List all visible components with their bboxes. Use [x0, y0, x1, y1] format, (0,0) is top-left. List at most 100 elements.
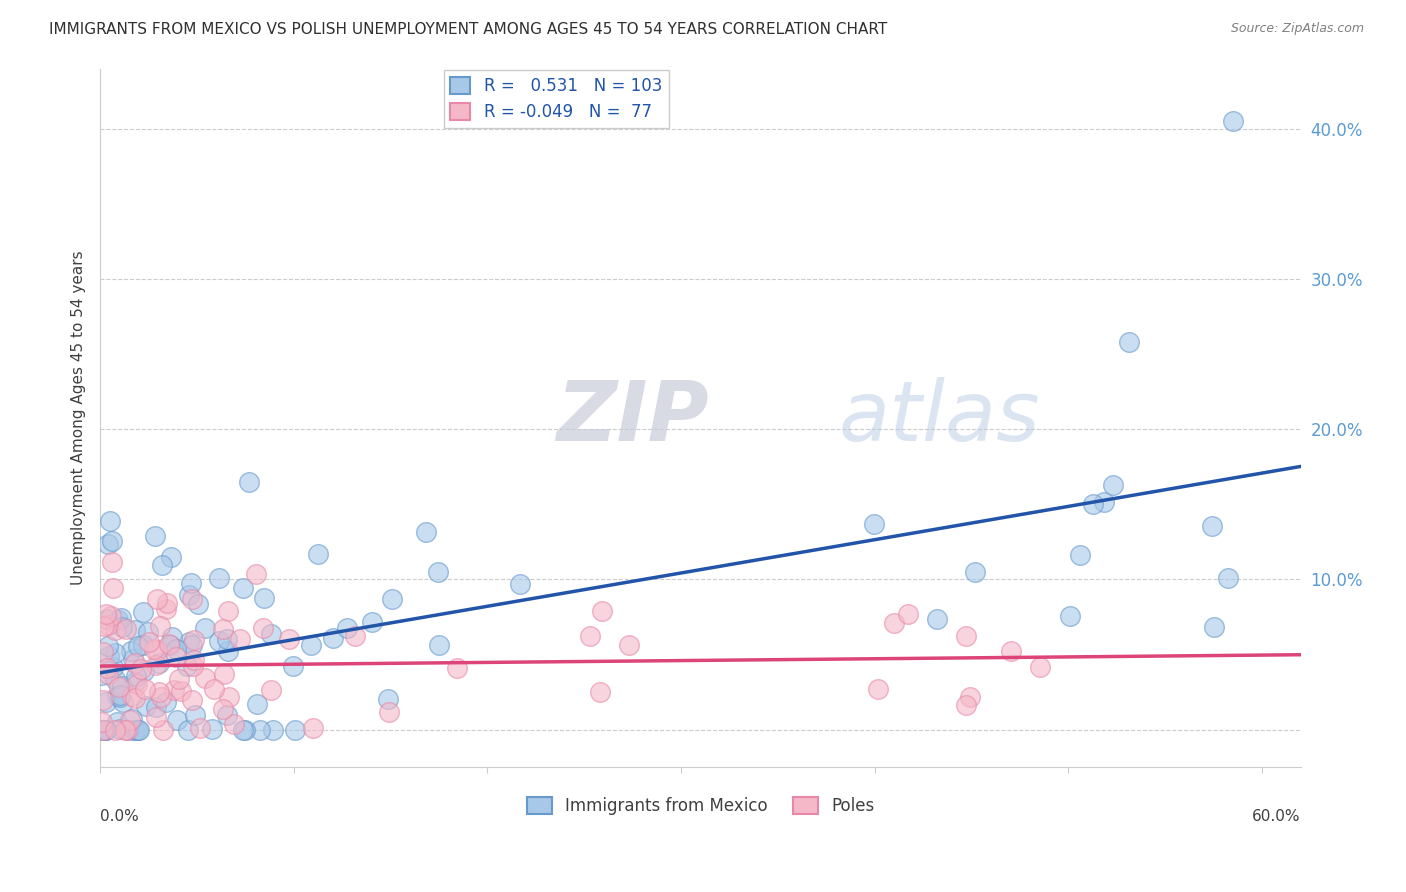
Point [883, 615, 905, 630]
Point [145, 643, 167, 657]
Point [218, 690, 240, 704]
Point [222, 717, 245, 731]
Point [104, 723, 127, 737]
Point [322, 632, 344, 646]
Point [229, 632, 252, 647]
Point [124, 675, 146, 690]
Point [591, 604, 613, 618]
Point [97, 666, 120, 681]
Point [138, 635, 160, 649]
Point [959, 690, 981, 704]
Point [136, 625, 159, 640]
Point [208, 571, 231, 585]
Point [278, 632, 301, 646]
Point [1201, 519, 1223, 533]
Text: ZIP: ZIP [557, 377, 709, 458]
Text: Source: ZipAtlas.com: Source: ZipAtlas.com [1230, 22, 1364, 36]
Point [121, 712, 143, 726]
Point [128, 723, 150, 737]
Point [208, 633, 231, 648]
Point [165, 641, 187, 656]
Point [307, 547, 329, 561]
Point [122, 651, 145, 665]
Point [1059, 608, 1081, 623]
Point [181, 693, 204, 707]
Point [578, 629, 600, 643]
Text: 0.0%: 0.0% [100, 809, 139, 824]
Point [183, 632, 205, 647]
Point [249, 723, 271, 737]
Point [166, 713, 188, 727]
Y-axis label: Unemployment Among Ages 45 to 54 years: Unemployment Among Ages 45 to 54 years [72, 251, 86, 585]
Point [1083, 497, 1105, 511]
Point [159, 638, 181, 652]
Point [150, 558, 173, 573]
Point [1000, 643, 1022, 657]
Point [145, 658, 167, 673]
Point [866, 681, 889, 696]
Point [187, 597, 209, 611]
Point [98, 514, 121, 528]
Point [299, 638, 322, 652]
Point [281, 659, 304, 673]
Point [963, 566, 986, 580]
Point [1092, 495, 1115, 509]
Point [446, 661, 468, 675]
Point [118, 723, 141, 737]
Text: 60.0%: 60.0% [1253, 809, 1301, 824]
Point [194, 621, 217, 635]
Point [238, 475, 260, 490]
Point [91, 723, 114, 737]
Point [427, 638, 450, 652]
Point [108, 680, 131, 694]
Point [104, 646, 127, 660]
Point [91, 714, 114, 729]
Point [284, 723, 307, 737]
Point [232, 581, 254, 595]
Point [155, 602, 177, 616]
Point [336, 621, 359, 635]
Point [125, 677, 148, 691]
Point [215, 708, 238, 723]
Point [120, 643, 142, 657]
Point [103, 623, 125, 637]
Point [179, 635, 201, 649]
Point [589, 685, 612, 699]
Point [160, 550, 183, 565]
Point [127, 723, 149, 737]
Point [212, 667, 235, 681]
Point [1222, 114, 1244, 128]
Point [105, 715, 128, 730]
Point [1118, 334, 1140, 349]
Point [377, 705, 399, 719]
Point [343, 628, 366, 642]
Point [183, 708, 205, 723]
Point [160, 630, 183, 644]
Point [156, 596, 179, 610]
Point [134, 665, 156, 679]
Point [143, 529, 166, 543]
Point [104, 672, 127, 686]
Point [253, 591, 276, 605]
Point [124, 623, 146, 637]
Point [96, 607, 118, 621]
Point [167, 673, 190, 687]
Point [245, 567, 267, 582]
Point [212, 622, 235, 636]
Point [94, 695, 117, 709]
Point [180, 576, 202, 591]
Point [176, 659, 198, 673]
Point [215, 632, 238, 646]
Point [91, 645, 114, 659]
Point [360, 615, 382, 629]
Point [145, 700, 167, 714]
Point [897, 607, 920, 621]
Point [103, 582, 125, 596]
Point [246, 697, 269, 711]
Point [101, 556, 124, 570]
Point [115, 723, 138, 737]
Point [302, 722, 325, 736]
Point [181, 659, 204, 673]
Point [110, 619, 132, 633]
Point [217, 644, 239, 658]
